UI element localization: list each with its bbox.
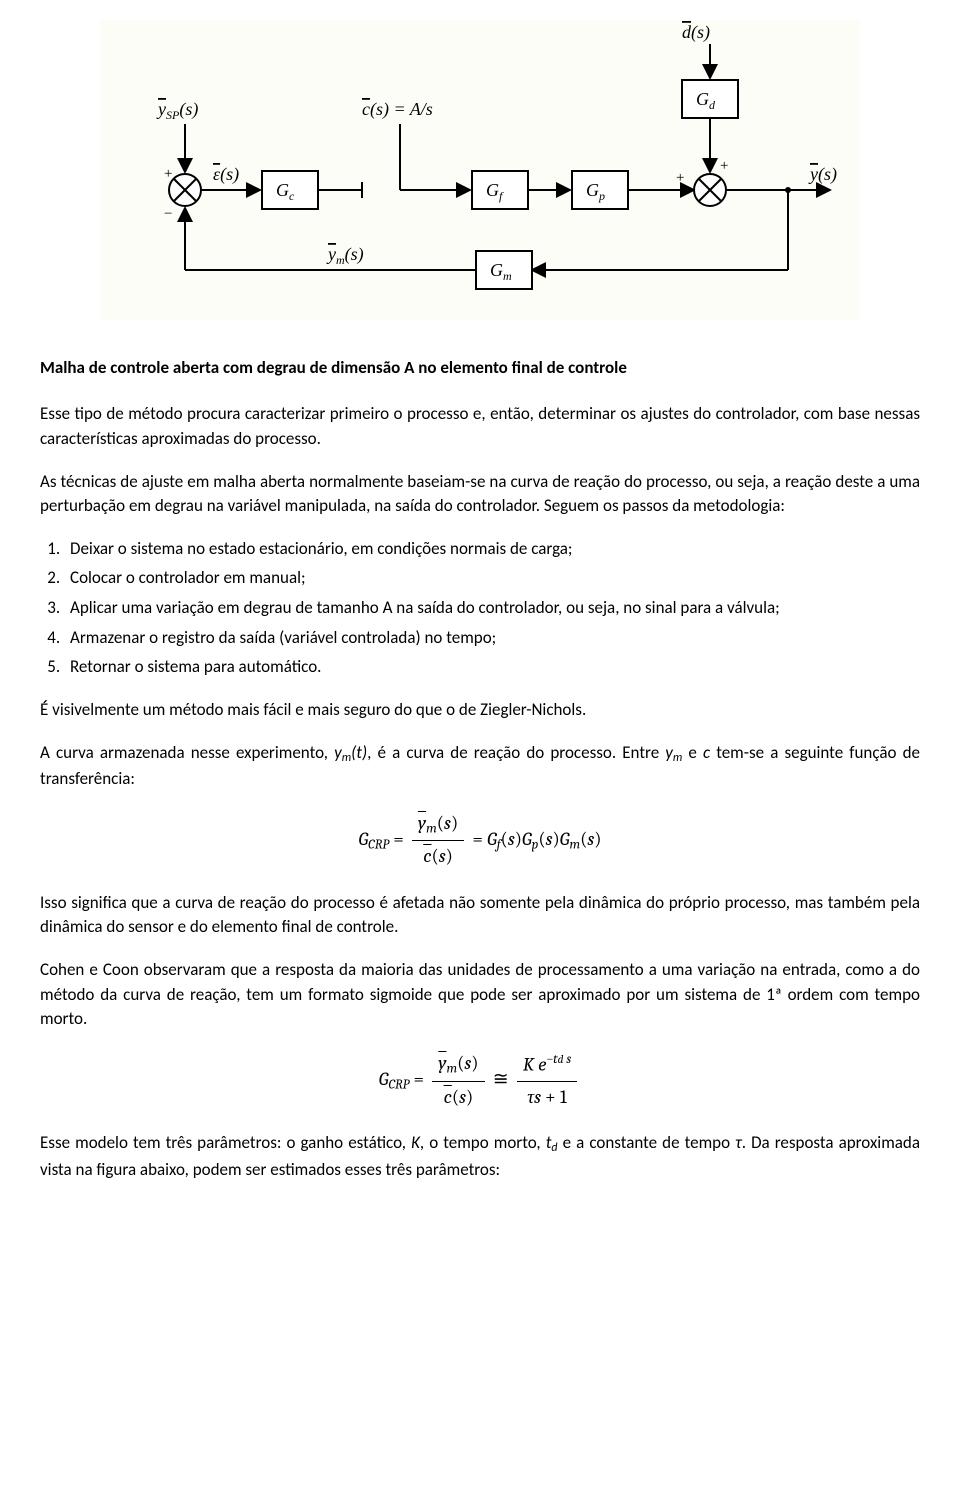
equation-gcrp-2: GCRP = ym(s) c(s) ≅ K e−td s τs + 1	[40, 1050, 920, 1111]
equation-gcrp-1: GCRP = ym(s) c(s) = Gf(s)Gp(s)Gm(s)	[40, 810, 920, 871]
paragraph-intro-2: As técnicas de ajuste em malha aberta no…	[40, 470, 920, 519]
sum1-plus: +	[164, 166, 172, 182]
page: ySP(s) + − ε(s) Gc c(s) = A/s Gf	[0, 0, 960, 1260]
paragraph-params: Esse modelo tem três parâmetros: o ganho…	[40, 1131, 920, 1182]
sum1-minus: −	[164, 206, 172, 222]
text-fragment: A curva armazenada nesse experimento,	[40, 742, 334, 763]
figure-title: Malha de controle aberta com degrau de d…	[40, 356, 920, 381]
label-y: y(s)	[808, 164, 837, 185]
text-fragment: e	[682, 742, 703, 763]
method-steps-list: Deixar o sistema no estado estacionário,…	[64, 537, 920, 680]
paragraph-curve: A curva armazenada nesse experimento, ym…	[40, 741, 920, 792]
block-diagram: ySP(s) + − ε(s) Gc c(s) = A/s Gf	[100, 20, 860, 328]
text-fragment: e a constante de tempo	[558, 1132, 736, 1153]
label-d: d(s)	[682, 22, 710, 43]
sum2-plus-left: +	[676, 170, 684, 186]
list-item: Retornar o sistema para automático.	[64, 655, 920, 680]
text-fragment: , o tempo morto,	[420, 1132, 546, 1153]
list-item: Armazenar o registro da saída (variável …	[64, 626, 920, 651]
sum2-plus-top: +	[720, 158, 728, 174]
label-e: ε(s)	[213, 164, 239, 185]
paragraph-zn: É visivelmente um método mais fácil e ma…	[40, 698, 920, 723]
label-ym: ym(s)	[326, 244, 364, 267]
paragraph-intro-1: Esse tipo de método procura caracterizar…	[40, 402, 920, 451]
label-c: c(s) = A/s	[362, 99, 433, 120]
list-item: Deixar o sistema no estado estacionário,…	[64, 537, 920, 562]
list-item: Aplicar uma variação em degrau de tamanh…	[64, 596, 920, 621]
paragraph-meaning: Isso significa que a curva de reação do …	[40, 891, 920, 940]
paragraph-cohen-coon: Cohen e Coon observaram que a resposta d…	[40, 958, 920, 1032]
list-item: Colocar o controlador em manual;	[64, 566, 920, 591]
text-fragment: Esse modelo tem três parâmetros: o ganho…	[40, 1132, 411, 1153]
text-fragment: , é a curva de reação do processo. Entre	[367, 742, 665, 763]
